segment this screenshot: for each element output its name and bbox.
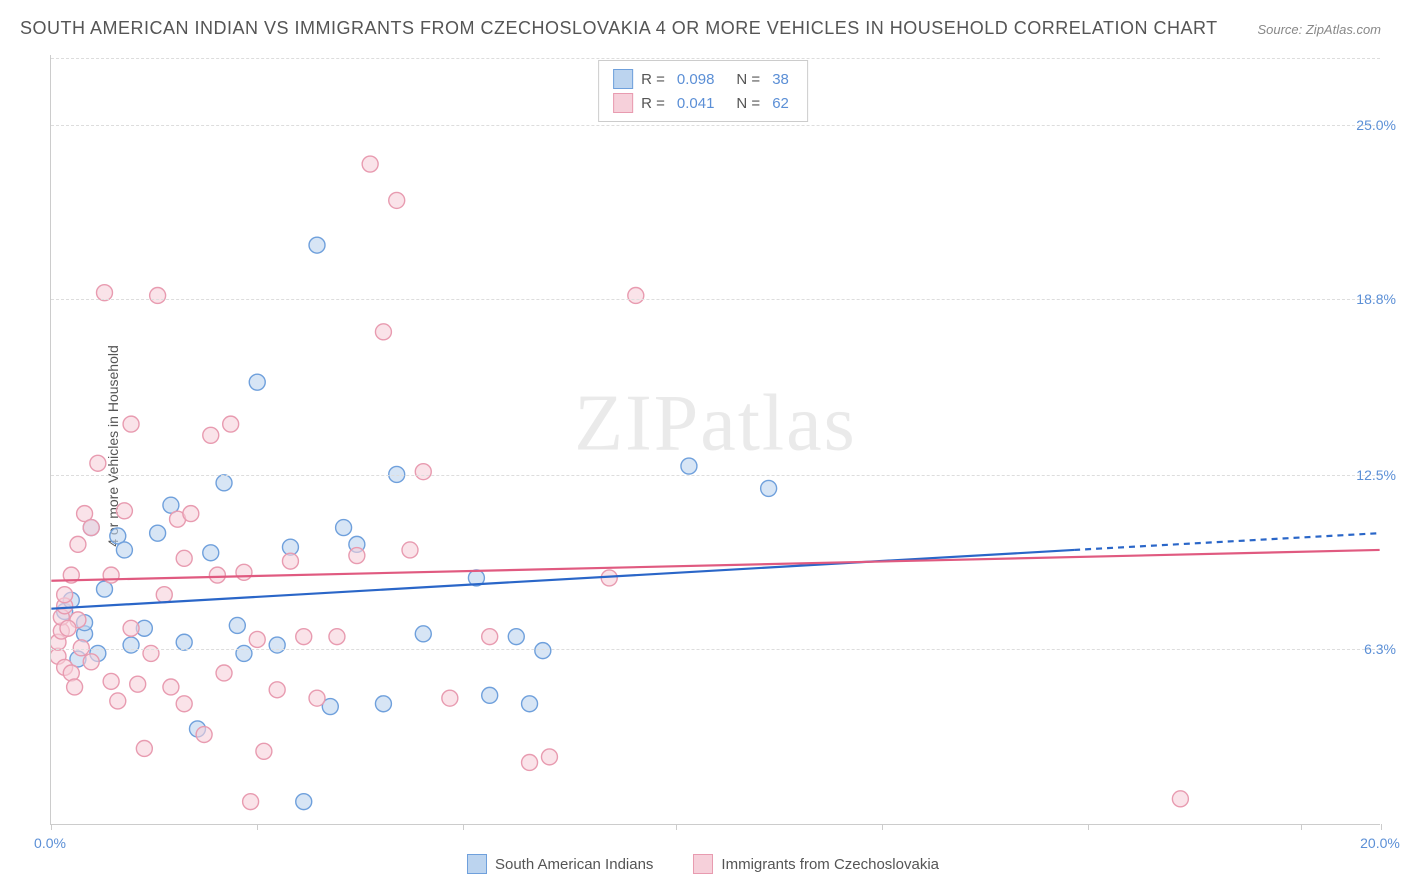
legend-n-label: N =: [736, 95, 760, 112]
y-tick-label: 12.5%: [1356, 467, 1396, 483]
legend-series: South American Indians Immigrants from C…: [467, 854, 939, 874]
legend-swatch-pink: [613, 93, 633, 113]
legend-r-value-2: 0.041: [677, 95, 715, 112]
legend-n-value-1: 38: [772, 71, 789, 88]
watermark: ZIPatlas: [574, 379, 857, 470]
x-tick-label: 20.0%: [1360, 835, 1400, 851]
y-tick-label: 25.0%: [1356, 117, 1396, 133]
legend-item-1: South American Indians: [467, 854, 653, 874]
legend-swatch-blue: [467, 854, 487, 874]
legend-n-label: N =: [736, 71, 760, 88]
source-label: Source: ZipAtlas.com: [1257, 22, 1381, 37]
scatter-svg: [51, 55, 1380, 824]
y-tick-label: 6.3%: [1364, 641, 1396, 657]
legend-r-label: R =: [641, 71, 665, 88]
chart-title: SOUTH AMERICAN INDIAN VS IMMIGRANTS FROM…: [20, 18, 1218, 39]
y-tick-label: 18.8%: [1356, 291, 1396, 307]
legend-item-2: Immigrants from Czechoslovakia: [693, 854, 939, 874]
legend-row-series1: R = 0.098 N = 38: [613, 67, 793, 91]
legend-label-2: Immigrants from Czechoslovakia: [721, 856, 939, 873]
chart-container: SOUTH AMERICAN INDIAN VS IMMIGRANTS FROM…: [0, 0, 1406, 892]
legend-r-value-1: 0.098: [677, 71, 715, 88]
legend-swatch-blue: [613, 69, 633, 89]
legend-label-1: South American Indians: [495, 856, 653, 873]
legend-n-value-2: 62: [772, 95, 789, 112]
plot-area: ZIPatlas: [50, 55, 1380, 825]
legend-correlation: R = 0.098 N = 38 R = 0.041 N = 62: [598, 60, 808, 122]
x-tick-label: 0.0%: [34, 835, 66, 851]
legend-swatch-pink: [693, 854, 713, 874]
legend-row-series2: R = 0.041 N = 62: [613, 91, 793, 115]
legend-r-label: R =: [641, 95, 665, 112]
